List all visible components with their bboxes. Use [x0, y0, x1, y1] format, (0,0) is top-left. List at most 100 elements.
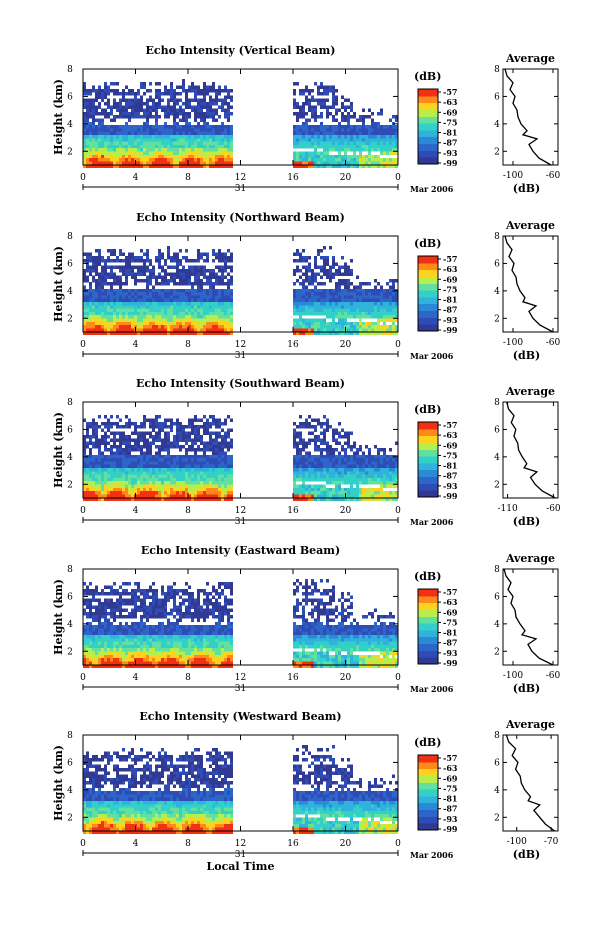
- heatmap-cell: [302, 481, 305, 485]
- heatmap-cell: [131, 331, 134, 336]
- heatmap-cell: [101, 95, 104, 99]
- heatmap-cell: [104, 468, 107, 472]
- heatmap-cell: [389, 331, 392, 336]
- heatmap-cell: [296, 441, 299, 446]
- heatmap-cell: [197, 272, 200, 276]
- heatmap-cell: [158, 415, 161, 419]
- heatmap-cell: [314, 464, 317, 469]
- heatmap-cell: [215, 98, 218, 103]
- heatmap-cell: [146, 275, 149, 280]
- heatmap-cell: [152, 158, 155, 162]
- heatmap-cell: [170, 255, 173, 260]
- heatmap-cell: [92, 497, 95, 502]
- heatmap-cell: [197, 131, 200, 136]
- heatmap-cell: [170, 105, 173, 109]
- heatmap-cell: [326, 451, 329, 455]
- heatmap-cell: [200, 154, 203, 159]
- heatmap-cell: [338, 484, 341, 488]
- heatmap-cell: [353, 164, 356, 169]
- heatmap-cell: [134, 484, 137, 488]
- heatmap-cell: [158, 428, 161, 432]
- heatmap-cell: [83, 477, 86, 482]
- heatmap-cell: [155, 128, 158, 132]
- heatmap-cell: [374, 292, 377, 296]
- heatmap-cell: [374, 148, 377, 152]
- heatmap-cell: [314, 295, 317, 299]
- heatmap-cell: [104, 302, 107, 306]
- heatmap-cell: [188, 128, 191, 132]
- heatmap-cell: [113, 454, 116, 459]
- heatmap-cell: [107, 308, 110, 313]
- heatmap-cell: [377, 311, 380, 316]
- heatmap-cell: [131, 311, 134, 316]
- heatmap-cell: [125, 311, 128, 316]
- heatmap-cell: [167, 131, 170, 136]
- heatmap-cell: [374, 305, 377, 309]
- heatmap-cell: [185, 144, 188, 149]
- heatmap-cell: [227, 454, 230, 459]
- heatmap-cell: [179, 269, 182, 273]
- heatmap-cell: [203, 477, 206, 482]
- heatmap-cell: [113, 431, 116, 436]
- heatmap-cell: [149, 111, 152, 116]
- heatmap-cell: [194, 128, 197, 132]
- heatmap-cell: [323, 474, 326, 479]
- heatmap-cell: [140, 148, 143, 152]
- heatmap-cell: [185, 318, 188, 322]
- heatmap-cell: [317, 151, 320, 155]
- heatmap-cell: [299, 438, 302, 442]
- heatmap-cell: [317, 328, 320, 332]
- heatmap-cell: [89, 331, 92, 336]
- heatmap-cell: [305, 161, 308, 165]
- x-tick-label: 0: [80, 340, 86, 350]
- heatmap-cell: [326, 151, 329, 155]
- heatmap-cell: [98, 454, 101, 459]
- heatmap-cell: [389, 278, 392, 283]
- heatmap-cell: [389, 135, 392, 139]
- heatmap-cell: [185, 272, 188, 276]
- heatmap-cell: [200, 288, 203, 293]
- heatmap-cell: [308, 295, 311, 299]
- colorbar-swatch: [418, 283, 438, 291]
- heatmap-cell: [170, 265, 173, 270]
- heatmap-cell: [197, 331, 200, 336]
- heatmap-cell: [203, 151, 206, 155]
- heatmap-cell: [137, 272, 140, 276]
- heatmap-cell: [317, 265, 320, 270]
- heatmap-cell: [146, 292, 149, 296]
- heatmap-cell: [116, 88, 119, 93]
- heatmap-cell: [350, 288, 353, 293]
- heatmap-cell: [380, 328, 383, 332]
- heatmap-cell: [164, 325, 167, 329]
- heatmap-cell: [86, 321, 89, 326]
- heatmap-cell: [206, 125, 209, 129]
- heatmap-cell: [170, 111, 173, 116]
- heatmap-cell: [128, 252, 131, 256]
- heatmap-cell: [203, 131, 206, 136]
- heatmap-cell: [224, 481, 227, 485]
- heatmap-cell: [179, 331, 182, 336]
- heatmap-cell: [143, 302, 146, 306]
- heatmap-cell: [293, 128, 296, 132]
- heatmap-cell: [347, 295, 350, 299]
- heatmap-cell: [341, 282, 344, 286]
- heatmap-cell: [305, 305, 308, 309]
- heatmap-cell: [218, 275, 221, 280]
- heatmap-cell: [101, 331, 104, 336]
- heatmap-cell: [356, 288, 359, 293]
- heatmap-cell: [371, 305, 374, 309]
- heatmap-cell: [140, 151, 143, 155]
- heatmap-cell: [203, 88, 206, 93]
- heatmap-cell: [341, 305, 344, 309]
- heatmap-cell: [164, 318, 167, 322]
- heatmap-cell: [302, 131, 305, 136]
- heatmap-cell: [329, 461, 332, 465]
- heatmap-cell: [83, 148, 86, 152]
- heatmap-cell: [95, 269, 98, 273]
- heatmap-cell: [302, 121, 305, 126]
- heatmap-cell: [293, 259, 296, 263]
- heatmap-cell: [143, 115, 146, 119]
- heatmap-cell: [161, 481, 164, 485]
- heatmap-cell: [296, 302, 299, 306]
- heatmap-cell: [161, 484, 164, 488]
